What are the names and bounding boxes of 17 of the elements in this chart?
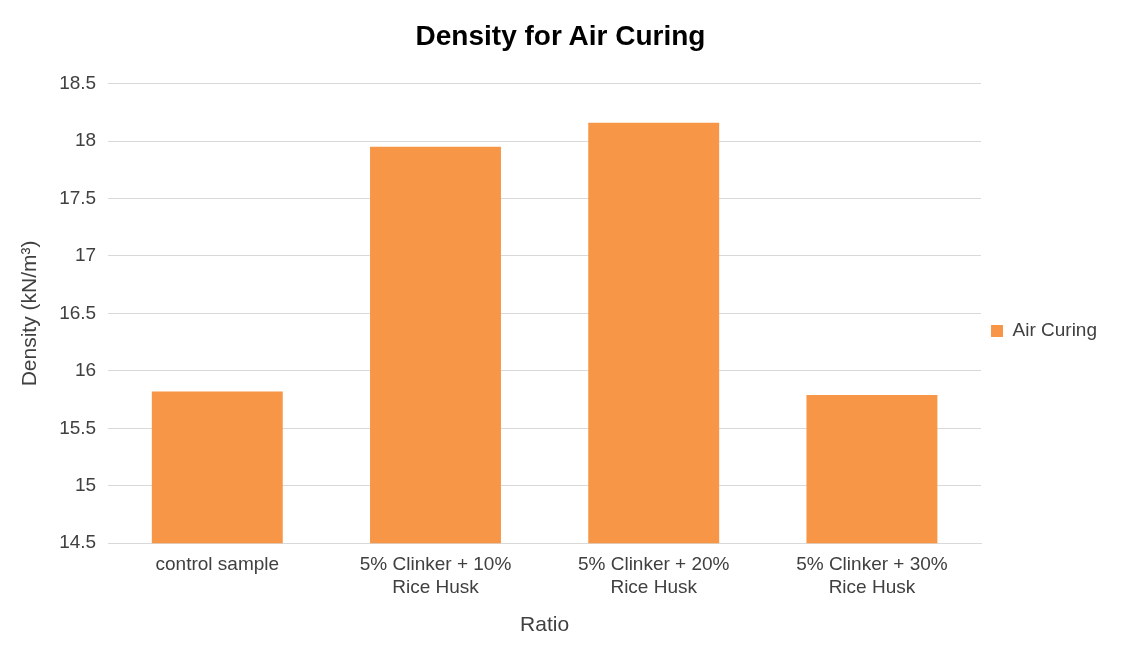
y-tick-label: 16 bbox=[75, 359, 97, 381]
x-tick-label: 5% Clinker + 20% Rice Husk bbox=[577, 552, 730, 597]
chart-title: Density for Air Curing bbox=[415, 19, 706, 51]
y-tick-label: 18 bbox=[75, 129, 97, 151]
y-axis-title: Density (kN/m³) bbox=[17, 240, 41, 387]
x-tick-label: control sample bbox=[155, 552, 280, 574]
y-tick-label: 14.5 bbox=[59, 531, 97, 553]
y-tick-label: 17.5 bbox=[59, 186, 97, 208]
legend-label: Air Curing bbox=[1012, 319, 1098, 341]
y-tick-label: 17 bbox=[75, 244, 97, 266]
x-axis-title: Ratio bbox=[520, 612, 570, 636]
x-tick-label: 5% Clinker + 30% Rice Husk bbox=[796, 552, 948, 597]
x-tick-label: 5% Clinker + 10% Rice Husk bbox=[359, 552, 512, 597]
y-tick-label: 15.5 bbox=[59, 416, 97, 438]
y-tick-label: 15 bbox=[75, 473, 97, 495]
y-tick-label: 16.5 bbox=[59, 301, 97, 323]
y-tick-label: 18.5 bbox=[59, 71, 97, 93]
